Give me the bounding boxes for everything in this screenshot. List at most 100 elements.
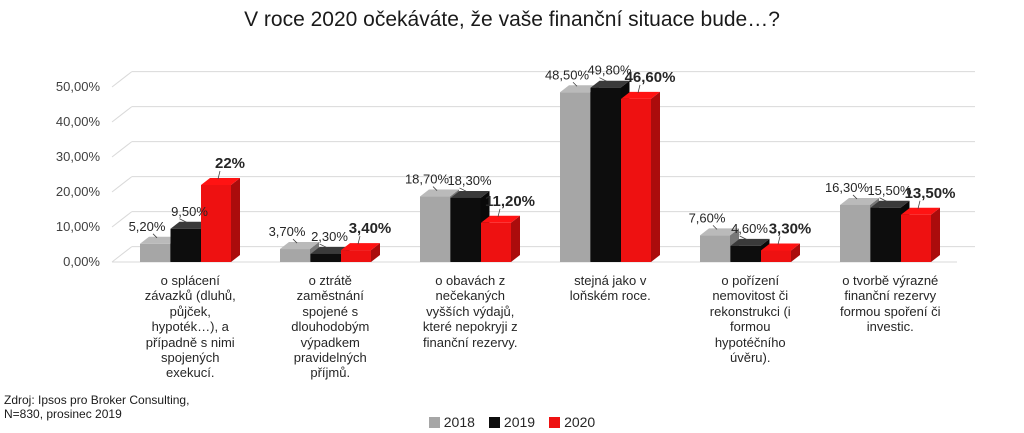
leader-line <box>879 197 888 203</box>
y-axis-ticks: 0,00% 10,00% 20,00% 30,00% 40,00% 50,00% <box>56 79 101 269</box>
bar-side <box>651 91 660 263</box>
bar-top <box>280 242 319 250</box>
bar-front <box>310 253 341 262</box>
category-label-line: půjček, <box>169 303 211 319</box>
category-label: o splácení závazků (dluhů, půjček, hypoték…… <box>125 273 255 381</box>
data-label: 15,50% <box>867 183 912 198</box>
legend-label: 2019 <box>503 414 536 430</box>
bar-front <box>590 87 621 262</box>
gridline-diagonal <box>111 176 133 193</box>
legend-item-2018: 2018 <box>428 414 475 430</box>
leader-line <box>432 186 438 191</box>
category-label-line: úvěru). <box>730 350 771 366</box>
leader-line <box>292 238 298 244</box>
category-label-line: investic. <box>866 319 914 335</box>
source-note: Zdroj: Ipsos pro Broker Consulting, N=83… <box>4 393 264 421</box>
bar-top <box>870 200 910 208</box>
gridlines <box>111 71 975 263</box>
bar-top <box>590 80 630 88</box>
leader-line <box>459 187 468 193</box>
leader-line <box>852 194 858 200</box>
bar-front <box>341 250 371 262</box>
gridline-diagonal <box>111 106 133 123</box>
data-label: 18,30% <box>447 173 492 188</box>
legend-label: 2020 <box>564 414 596 430</box>
bar-front <box>481 222 511 262</box>
data-label: 16,30% <box>825 180 870 195</box>
category-label-line: spojených <box>160 350 220 366</box>
category-label-line: spojené s <box>302 303 359 319</box>
leader-line <box>572 81 578 87</box>
data-label: 3,40% <box>349 220 392 237</box>
bar-front <box>700 235 730 262</box>
data-label: 11,20% <box>485 193 535 210</box>
bar-top <box>341 243 380 251</box>
bar-top <box>840 197 879 205</box>
bar-front <box>280 249 310 262</box>
bar-front <box>450 197 481 262</box>
category-label-line: hypotéčního <box>714 334 786 350</box>
category-label-line: rekonstrukci (i <box>709 303 791 319</box>
data-label: 18,70% <box>405 172 450 187</box>
source-line: Zdroj: Ipsos pro Broker Consulting, <box>4 393 190 407</box>
category-label-line: stejná jako v <box>574 273 647 288</box>
bar-front <box>870 207 901 262</box>
bar-front <box>420 196 450 262</box>
bar-front <box>761 250 791 262</box>
source-line: N=830, prosinec 2019 <box>4 407 122 421</box>
y-tick-label: 20,00% <box>56 184 101 199</box>
gridline-diagonal <box>111 141 133 158</box>
bar-top <box>420 189 459 197</box>
category-label-line: o splácení <box>160 273 220 288</box>
category-label-line: exekucí. <box>166 365 215 381</box>
category-label-line: nečekaných <box>435 288 505 304</box>
category-label-line: formou <box>730 319 771 335</box>
category-label-line: závazků (dluhů, <box>144 288 236 304</box>
category-label-line: které nepokryji z <box>422 319 518 335</box>
category-label-line: nemovitost či <box>712 288 789 304</box>
category-label: o tvorbě výrazné finanční rezervy formou s… <box>825 273 955 335</box>
category-label-line: o pořízení <box>721 273 780 288</box>
leader-line <box>917 200 921 209</box>
bar-front <box>730 245 761 262</box>
data-label: 22% <box>215 155 245 172</box>
category-label-line: hypoték…), a <box>151 319 229 335</box>
category-label: o obavách z nečekaných vyšších výdajů, kter… <box>405 273 535 350</box>
bar-side <box>511 215 520 262</box>
category-label-line: výpadkem <box>300 334 360 350</box>
leader-line <box>712 225 718 230</box>
data-label: 48,50% <box>545 67 590 82</box>
bar-2018 <box>280 242 319 262</box>
legend-swatch <box>488 416 500 428</box>
y-tick-label: 30,00% <box>56 149 101 164</box>
category-label-line: o obavách z <box>435 273 506 288</box>
bar-top <box>730 238 770 246</box>
data-labels: 5,20% 9,50% 22% 3,70% 2,30% 3,40% 18,70%18,30%… <box>129 63 955 249</box>
bars <box>140 80 940 263</box>
data-label: 9,50% <box>171 204 208 219</box>
category-label-line: pravidelných <box>293 350 367 366</box>
category-label-line: loňském roce. <box>569 288 651 304</box>
gridline-diagonal <box>111 211 133 228</box>
bar-top <box>700 228 739 236</box>
gridline-diagonal <box>111 71 133 88</box>
legend: 2018 2019 2020 <box>0 414 1024 430</box>
bar-top <box>201 178 240 185</box>
bar-side <box>931 207 940 262</box>
bar-top <box>621 91 660 99</box>
bar-front <box>560 92 590 262</box>
leader-line <box>357 236 361 245</box>
bar-front <box>621 98 651 263</box>
leader-line <box>319 243 328 249</box>
data-label: 3,30% <box>769 220 812 237</box>
leader-line <box>179 218 188 224</box>
data-label: 5,20% <box>129 219 166 234</box>
legend-swatch <box>428 416 440 428</box>
bar-top <box>310 246 350 254</box>
bar-front <box>840 204 870 262</box>
bar-2020 <box>481 215 520 262</box>
legend-swatch <box>549 416 561 428</box>
chart-title: V roce 2020 očekáváte, že vaše finanční … <box>244 8 780 31</box>
data-label: 7,60% <box>689 210 726 225</box>
